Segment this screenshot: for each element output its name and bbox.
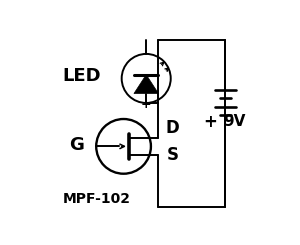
- Polygon shape: [134, 75, 158, 94]
- Text: LED: LED: [63, 67, 101, 85]
- Text: MPF-102: MPF-102: [63, 192, 131, 206]
- Text: 9V: 9V: [224, 114, 246, 129]
- Text: +: +: [203, 113, 217, 131]
- Text: D: D: [166, 120, 179, 137]
- Text: +: +: [141, 98, 152, 111]
- Text: G: G: [69, 136, 84, 154]
- Text: S: S: [167, 146, 178, 164]
